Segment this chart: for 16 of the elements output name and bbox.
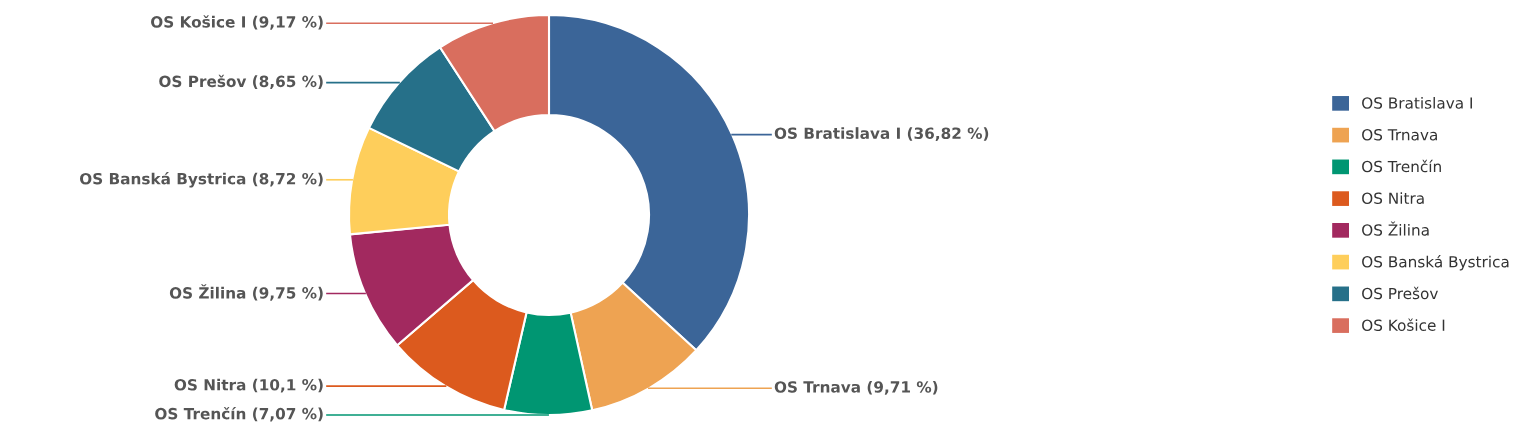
legend-label: OS Prešov (1362, 286, 1438, 300)
legend-label: OS Bratislava I (1362, 96, 1472, 109)
legend-label: OS Nitra (1362, 192, 1424, 205)
data-label: OS Trnava (9,71 %) (774, 380, 938, 395)
legend-label: OS Žilina (1362, 221, 1429, 236)
data-label: OS Košice I (9,17 %) (151, 15, 323, 30)
data-label: OS Bratislava I (36,82 %) (774, 127, 989, 141)
data-label: OS Trenčín (7,07 %) (155, 406, 323, 422)
data-label: OS Žilina (9,75 %) (169, 284, 323, 301)
legend-label: OS Trnava (1362, 128, 1437, 141)
legend-label: OS Banská Bystrica (1362, 255, 1509, 271)
data-label: OS Banská Bystrica (8,72 %) (80, 172, 323, 188)
legend-label: OS Košice I (1362, 318, 1445, 332)
data-label: OS Prešov (8,65 %) (159, 74, 323, 90)
legend-label: OS Trenčín (1362, 159, 1441, 173)
data-label: OS Nitra (10,1 %) (174, 378, 323, 393)
